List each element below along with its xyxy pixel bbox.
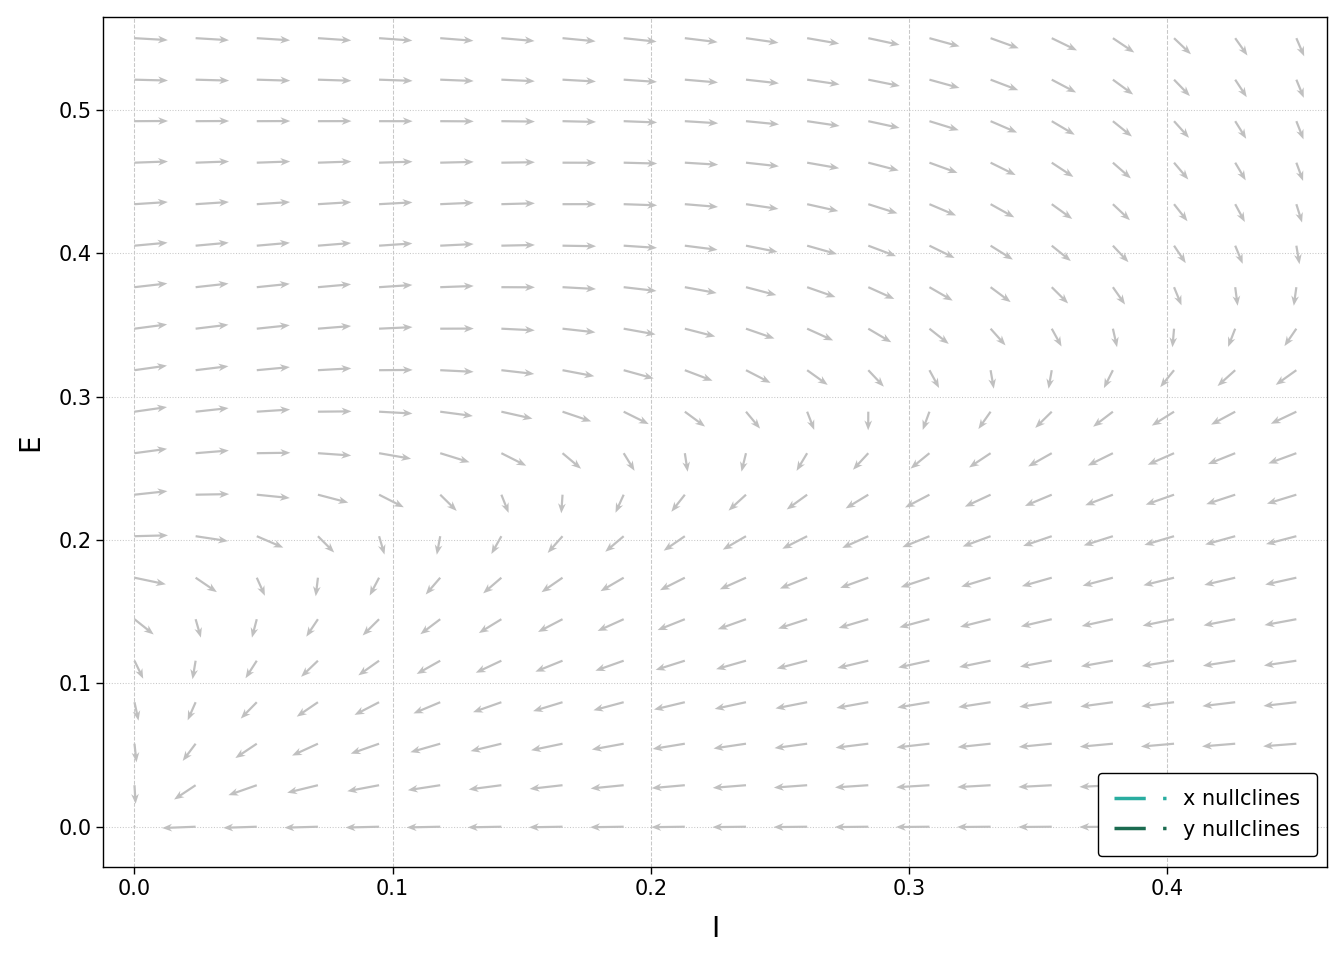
Legend: x nullclines, y nullclines: x nullclines, y nullclines: [1098, 773, 1317, 856]
X-axis label: I: I: [711, 915, 719, 944]
Y-axis label: E: E: [16, 433, 44, 450]
